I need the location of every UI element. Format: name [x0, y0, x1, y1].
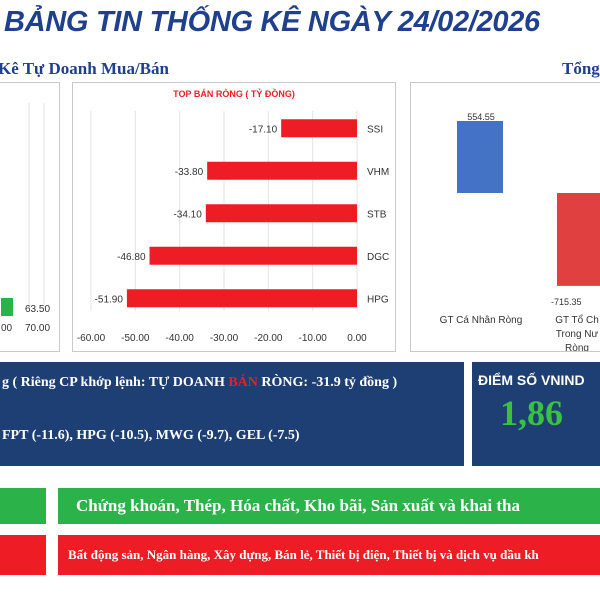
data-label: -33.80: [175, 167, 204, 178]
data-label: 63.50: [25, 304, 50, 315]
section-heading-left: Kê Tự Doanh Mua/Bán: [0, 59, 169, 78]
section-heading-right: Tổng: [562, 59, 600, 78]
bar: [281, 119, 357, 138]
data-label: -34.10: [173, 209, 202, 220]
category-label: HPG: [367, 294, 389, 305]
bar: [207, 161, 357, 180]
data-label: 554.55: [467, 112, 495, 122]
category-label: STB: [367, 209, 387, 220]
right-partial-chart: 554.55 -715.35 GT Cá Nhân Ròng GT Tổ Ch …: [410, 82, 600, 352]
summary-line-1: g ( Riêng CP khớp lệnh: TỰ DOANH BÁN RÒN…: [2, 375, 398, 390]
vnindex-label: ĐIỂM SỐ VNIND: [478, 372, 585, 388]
bar-green: [1, 298, 13, 316]
sectors-up-text: Chứng khoán, Thép, Hóa chất, Kho bãi, Sả…: [76, 496, 521, 515]
x-tick-label: -50.00: [121, 333, 150, 344]
bar: [149, 246, 357, 265]
x-tick-label: 0.00: [347, 333, 367, 344]
x-tick-label: -40.00: [165, 333, 194, 344]
category-label: Trong Nư: [556, 329, 599, 340]
tick-label: 70.00: [25, 323, 50, 334]
sectors-up-bar: Chứng khoán, Thép, Hóa chất, Kho bãi, Sả…: [58, 488, 600, 524]
category-label: Ròng: [565, 343, 589, 351]
category-label: SSI: [367, 124, 383, 135]
sectors-down-bar: Bất động sản, Ngân hàng, Xây dựng, Bán l…: [58, 535, 600, 575]
bar: [205, 204, 357, 223]
data-label: -17.10: [249, 124, 278, 135]
category-label: DGC: [367, 252, 389, 263]
bar: [457, 121, 503, 193]
x-tick-label: -20.00: [254, 333, 283, 344]
x-tick-label: -10.00: [298, 333, 327, 344]
top-net-sell-chart: TOP BÁN RÒNG ( TỶ ĐỒNG) -60.00 -50.00 -40.…: [72, 82, 396, 352]
sectors-down-text: Bất động sản, Ngân hàng, Xây dựng, Bán l…: [68, 547, 539, 562]
vnindex-box: ĐIỂM SỐ VNIND 1,86: [472, 362, 600, 466]
chart-title: TOP BÁN RÒNG ( TỶ ĐỒNG): [173, 88, 295, 99]
category-label: GT Cá Nhân Ròng: [440, 315, 523, 326]
x-tick-label: -30.00: [210, 333, 239, 344]
vnindex-value: 1,86: [500, 393, 563, 433]
green-label-cell: [0, 488, 46, 524]
bar: [557, 193, 600, 286]
left-partial-chart-svg: 63.50 00 70.00: [1, 103, 50, 334]
data-label: -51.90: [95, 294, 124, 305]
left-partial-chart: 63.50 00 70.00: [0, 82, 60, 352]
right-partial-chart-svg: 554.55 -715.35 GT Cá Nhân Ròng GT Tổ Ch …: [440, 112, 600, 351]
summary-line-2: FPT (-11.6), HPG (-10.5), MWG (-9.7), GE…: [2, 428, 300, 443]
category-label: GT Tổ Ch: [555, 314, 599, 326]
page-title: BẢNG TIN THỐNG KÊ NGÀY 24/02/2026: [4, 6, 540, 38]
red-label-cell: [0, 535, 46, 575]
data-label: -715.35: [551, 297, 582, 307]
tick-label: 00: [1, 323, 13, 334]
data-label: -46.80: [117, 252, 146, 263]
summary-box: g ( Riêng CP khớp lệnh: TỰ DOANH BÁN RÒN…: [0, 362, 464, 466]
bar: [126, 289, 357, 308]
x-tick-label: -60.00: [77, 333, 106, 344]
top-net-sell-svg: TOP BÁN RÒNG ( TỶ ĐỒNG) -60.00 -50.00 -40.…: [77, 88, 389, 344]
category-label: VHM: [367, 167, 389, 178]
